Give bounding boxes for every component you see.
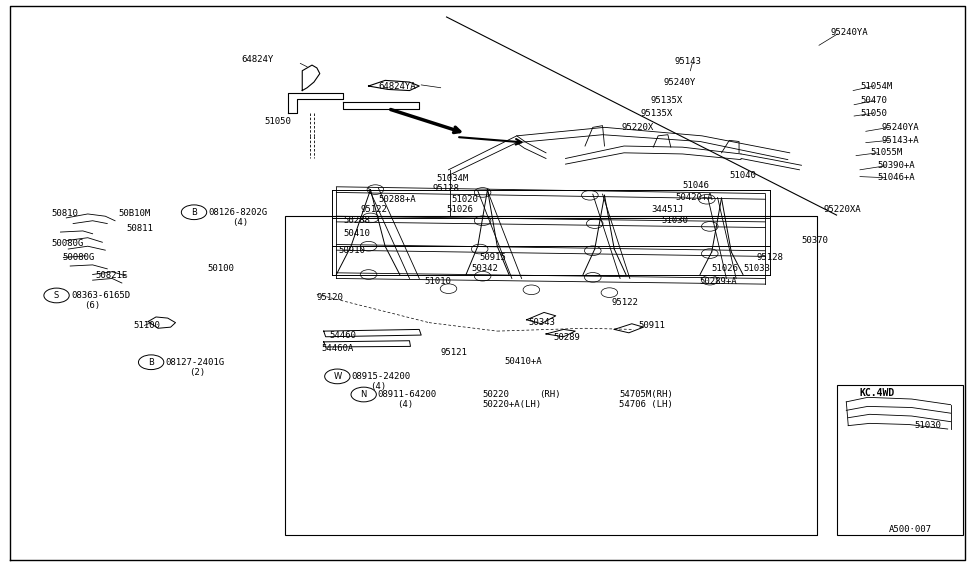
Text: 50B10M: 50B10M (118, 209, 150, 218)
Text: 51046+A: 51046+A (878, 173, 916, 182)
Text: B: B (191, 208, 197, 217)
Text: 08915-24200: 08915-24200 (351, 372, 410, 381)
Text: 51046: 51046 (682, 181, 710, 190)
Text: 51050: 51050 (860, 109, 887, 118)
Text: 50821E: 50821E (96, 271, 128, 280)
Text: 50288: 50288 (343, 216, 370, 225)
Text: 50420+A: 50420+A (676, 193, 714, 202)
Text: 95240YA: 95240YA (831, 28, 869, 37)
Text: 54460A: 54460A (322, 344, 354, 353)
Text: 50080G: 50080G (52, 239, 84, 248)
Text: 51026: 51026 (712, 264, 739, 273)
Text: 50100: 50100 (208, 264, 235, 273)
Text: B: B (148, 358, 154, 367)
Text: 95143: 95143 (675, 57, 702, 66)
Text: 51040: 51040 (729, 171, 757, 180)
Text: 50470: 50470 (860, 96, 887, 105)
Text: 95143+A: 95143+A (881, 136, 919, 145)
Text: 51010: 51010 (424, 277, 451, 286)
Text: 64824Y: 64824Y (242, 55, 274, 64)
Text: (4): (4) (397, 400, 413, 409)
Text: 51054M: 51054M (860, 82, 892, 91)
Text: 50390+A: 50390+A (878, 161, 916, 170)
Text: 34451J: 34451J (651, 205, 683, 214)
Text: 95135X: 95135X (641, 109, 673, 118)
Text: S: S (54, 291, 59, 300)
Text: 50220: 50220 (483, 390, 510, 399)
Text: 95220XA: 95220XA (824, 205, 862, 214)
Text: 54705M(RH): 54705M(RH) (619, 390, 673, 399)
Text: (RH): (RH) (539, 390, 561, 399)
Text: 50289+A: 50289+A (699, 277, 737, 286)
Text: A500·007: A500·007 (889, 525, 932, 534)
Text: 51034M: 51034M (437, 174, 469, 183)
Text: 51050: 51050 (264, 117, 292, 126)
Text: 50220+A(LH): 50220+A(LH) (483, 400, 542, 409)
Text: 95128: 95128 (757, 253, 784, 262)
Text: 50342: 50342 (471, 264, 498, 273)
Text: 95135X: 95135X (650, 96, 682, 105)
Text: (4): (4) (370, 382, 387, 391)
Text: 51033: 51033 (743, 264, 770, 273)
Text: 50410+A: 50410+A (504, 357, 542, 366)
Text: 50080G: 50080G (62, 253, 95, 262)
Text: (2): (2) (189, 368, 206, 377)
Text: 64824YA: 64824YA (378, 82, 416, 91)
Text: 95120: 95120 (317, 293, 344, 302)
Text: 51030: 51030 (915, 421, 942, 430)
Text: 95122: 95122 (361, 205, 388, 214)
Text: 50811: 50811 (127, 224, 154, 233)
Text: 08127-2401G: 08127-2401G (166, 358, 225, 367)
Bar (285, 216, 817, 535)
Text: 50910: 50910 (338, 246, 366, 255)
Text: 54460: 54460 (330, 331, 357, 340)
Text: KC.4WD: KC.4WD (860, 388, 895, 398)
Text: 95240Y: 95240Y (663, 78, 695, 87)
Text: W: W (333, 372, 341, 381)
Text: (4): (4) (232, 218, 249, 227)
Text: 08126-8202G: 08126-8202G (209, 208, 268, 217)
Text: 54706 (LH): 54706 (LH) (619, 400, 673, 409)
Text: 50288+A: 50288+A (378, 195, 416, 204)
Text: 95121: 95121 (441, 348, 468, 357)
Text: 95128: 95128 (433, 184, 460, 193)
Text: 51055M: 51055M (871, 148, 903, 157)
Text: 95240YA: 95240YA (881, 123, 919, 132)
Text: 95220X: 95220X (621, 123, 653, 132)
Text: 50410: 50410 (343, 229, 370, 238)
Text: 50289: 50289 (554, 333, 581, 342)
Text: 50911: 50911 (639, 321, 666, 330)
Text: 08911-64200: 08911-64200 (377, 390, 437, 399)
Text: 50370: 50370 (801, 236, 829, 245)
Text: 08363-6165D: 08363-6165D (71, 291, 131, 300)
Text: 51100: 51100 (134, 321, 161, 330)
Text: 50810: 50810 (52, 209, 79, 218)
Text: 95122: 95122 (611, 298, 639, 307)
Text: 51030: 51030 (661, 216, 688, 225)
Bar (837, 385, 963, 535)
Text: 50343: 50343 (528, 318, 556, 327)
Text: 50915: 50915 (480, 253, 507, 262)
Text: 51026: 51026 (447, 205, 474, 214)
Text: 51020: 51020 (451, 195, 479, 204)
Text: N: N (361, 390, 367, 399)
Text: (6): (6) (84, 301, 100, 310)
